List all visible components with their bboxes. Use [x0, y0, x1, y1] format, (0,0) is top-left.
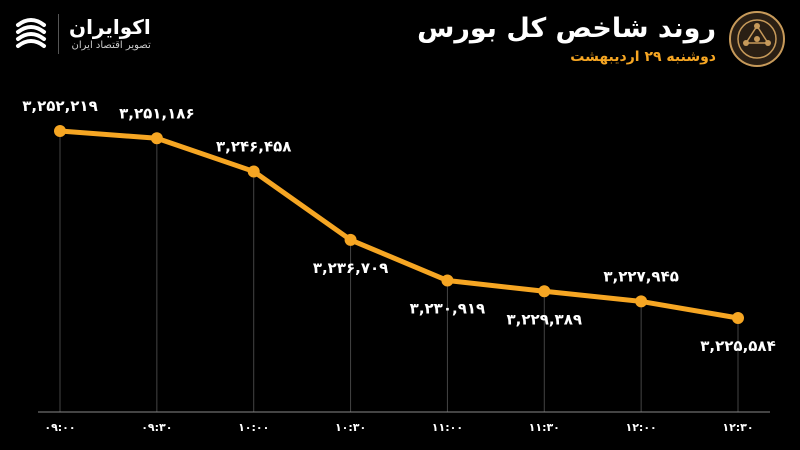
data-label: ۳,۲۵۱,۱۸۶	[119, 104, 194, 122]
x-tick-label: ۰۹:۳۰	[141, 421, 172, 434]
data-point	[538, 285, 551, 298]
data-label: ۳,۲۳۰,۹۱۹	[410, 300, 485, 318]
x-tick-label: ۱۲:۰۰	[626, 421, 657, 434]
data-label: ۳,۲۲۷,۹۴۵	[603, 267, 678, 285]
data-point	[150, 132, 163, 145]
x-tick-label: ۱۱:۳۰	[529, 421, 560, 434]
data-label: ۳,۲۵۲,۲۱۹	[22, 97, 97, 115]
chart-header: روند شاخص کل بورس دوشنبه ۲۹ اردیبهشت	[417, 10, 786, 68]
data-label: ۳,۲۲۹,۳۸۹	[507, 310, 582, 328]
x-tick-label: ۱۱:۰۰	[432, 421, 463, 434]
data-point	[344, 233, 357, 246]
x-tick-label: ۱۲:۳۰	[722, 421, 753, 434]
data-point	[54, 125, 66, 137]
data-point	[732, 312, 744, 324]
data-point	[441, 274, 454, 287]
data-point	[247, 165, 260, 178]
ekoiran-logo-icon	[16, 18, 46, 48]
chart-title: روند شاخص کل بورس	[417, 13, 716, 44]
data-label: ۳,۲۲۵,۵۸۴	[700, 337, 775, 355]
brand-divider	[58, 14, 59, 54]
data-label: ۳,۲۳۶,۷۰۹	[313, 259, 388, 277]
x-tick-label: ۰۹:۰۰	[44, 421, 75, 434]
x-tick-label: ۱۰:۳۰	[335, 421, 366, 434]
x-tick-label: ۱۰:۰۰	[238, 421, 269, 434]
chart-subtitle: دوشنبه ۲۹ اردیبهشت	[570, 49, 716, 65]
brand-logo: اکوایران تصویر اقتصاد ایران	[14, 14, 151, 54]
brand-name: اکوایران	[69, 15, 151, 39]
data-point	[635, 295, 648, 308]
brand-tagline: تصویر اقتصاد ایران	[71, 40, 151, 51]
stock-exchange-emblem-icon	[729, 11, 785, 67]
series-line	[57, 128, 741, 321]
data-label: ۳,۲۴۶,۴۵۸	[216, 137, 291, 155]
